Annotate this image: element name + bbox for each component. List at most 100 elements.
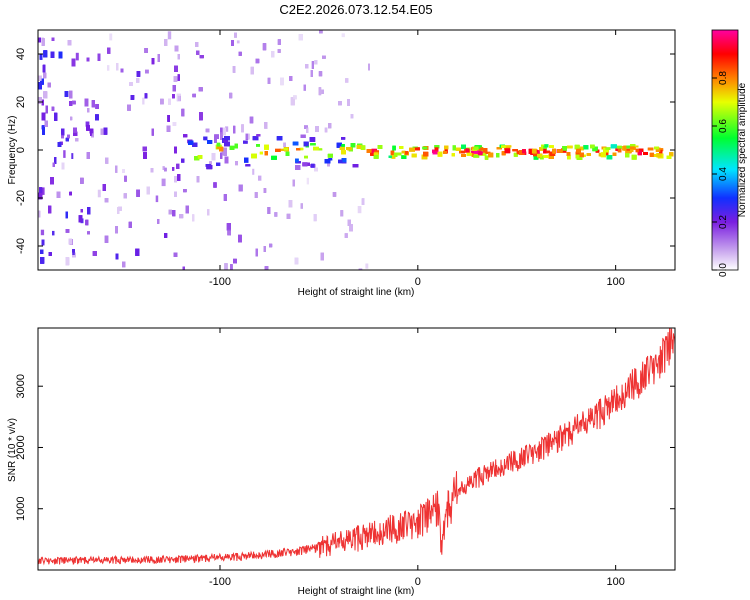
- spectrogram-cell: [401, 150, 406, 154]
- spectrogram-cell: [347, 219, 351, 226]
- spectrogram-cell: [123, 193, 127, 199]
- spectrogram-cell: [314, 60, 318, 65]
- spectrogram-cell: [344, 233, 348, 238]
- spectrogram-cell: [332, 192, 337, 197]
- spectrogram-cell: [451, 153, 455, 157]
- spectrogram-cell: [324, 127, 328, 133]
- spectrogram-cell: [174, 146, 177, 154]
- spectrogram-cell: [324, 127, 328, 133]
- spectrogram-cell: [38, 37, 41, 43]
- spectrogram-cell: [368, 63, 370, 71]
- spectrogram-cell: [172, 94, 175, 99]
- spectrogram-cell: [310, 70, 313, 77]
- spectrogram-cell: [196, 50, 200, 55]
- spectrogram-cell: [42, 127, 45, 135]
- spectrogram-cell: [324, 127, 328, 133]
- spectrogram-cell: [347, 99, 350, 106]
- spectrogram-cell: [605, 147, 611, 150]
- spectrogram-cell: [373, 152, 379, 155]
- spectrogram-cell: [319, 30, 323, 34]
- spectrogram-cell: [319, 30, 323, 34]
- spectrogram-cell: [505, 145, 512, 148]
- spectrogram-cell: [358, 268, 363, 270]
- spectrogram-cell: [461, 154, 466, 157]
- spectrogram-cell: [423, 151, 429, 157]
- spectrogram-cell: [480, 153, 487, 156]
- spectrogram-cell: [107, 47, 111, 54]
- spectrogram-cell: [56, 191, 61, 198]
- spectrogram-cell: [350, 114, 354, 119]
- spectrogram-cell: [361, 198, 365, 205]
- spectrogram-cell: [322, 55, 326, 59]
- spectrogram-cell: [303, 141, 309, 147]
- spectrogram-cell: [630, 144, 636, 147]
- spectrogram-cell: [104, 235, 109, 243]
- spectrogram-cell: [466, 152, 472, 156]
- colorbar-tick-label: 0.6: [718, 119, 729, 133]
- spectrogram-cell: [349, 224, 353, 232]
- x-tick-label: 100: [606, 276, 624, 288]
- spectrogram-cell: [151, 58, 155, 65]
- spectrogram-cell: [172, 122, 177, 126]
- spectrogram-cell: [314, 167, 318, 172]
- spectrogram-cell: [69, 191, 72, 196]
- spectrogram-cell: [421, 154, 428, 160]
- spectrogram-cell: [118, 206, 122, 211]
- spectrogram-cell: [504, 148, 511, 154]
- spectrogram-cell: [328, 123, 332, 129]
- spectrogram-cell: [656, 153, 662, 158]
- spectrogram-cell: [192, 214, 195, 222]
- spectrogram-cell: [340, 210, 344, 217]
- y-tick-label: 40: [15, 48, 27, 60]
- spectrogram-cell: [216, 142, 221, 147]
- spectrogram-cell: [174, 191, 177, 197]
- spectrogram-cell: [321, 89, 324, 94]
- spectrogram-cell: [318, 71, 323, 77]
- spectrogram-cell: [177, 54, 180, 60]
- spectrogram-cell: [349, 224, 353, 232]
- spectrogram-cell: [223, 139, 228, 143]
- spectrogram-cell: [142, 97, 145, 105]
- spectrogram-cell: [51, 37, 55, 41]
- spectrogram-cell: [332, 192, 337, 197]
- spectrogram-cell: [64, 91, 69, 97]
- spectrogram-cell: [537, 153, 543, 158]
- spectrogram-cell: [173, 76, 178, 82]
- spectrogram-cell: [592, 146, 598, 152]
- spectrogram-cell: [314, 60, 318, 65]
- spectrogram-cell: [368, 63, 370, 71]
- spectrogram-cell: [322, 55, 326, 59]
- spectrogram-cell: [391, 155, 396, 159]
- x-tick-label: 0: [415, 276, 421, 288]
- spectrogram-cell: [340, 210, 344, 217]
- spectrogram-cell: [162, 166, 165, 170]
- spectrogram-cell: [269, 243, 273, 248]
- spectrogram-cell: [344, 233, 348, 238]
- spectrogram-cell: [349, 224, 353, 232]
- spectrogram-cell: [54, 112, 58, 121]
- spectrogram-cell: [65, 211, 68, 219]
- spectrogram-cell: [350, 114, 354, 119]
- spectrogram-cell: [575, 151, 580, 155]
- spectrogram-cell: [252, 136, 259, 141]
- spectrogram-cell: [195, 42, 199, 47]
- spectrogram-cell: [315, 126, 319, 132]
- spectrogram-cell: [38, 75, 42, 81]
- spectrogram-cell: [51, 106, 55, 111]
- spectrogram-cell: [321, 89, 324, 94]
- x-tick-label: -100: [209, 276, 231, 288]
- x-tick-label: 100: [606, 576, 624, 588]
- spectrogram-cell: [216, 146, 221, 150]
- spectrogram-cell: [455, 147, 461, 151]
- spectrogram-cell: [345, 78, 349, 83]
- spectrogram-cell: [654, 146, 659, 150]
- spectrogram-cell: [313, 214, 317, 222]
- spectrogram-cell: [267, 77, 271, 84]
- spectrogram-cell: [361, 198, 365, 205]
- spectrogram-cell: [471, 150, 475, 154]
- spectrogram-cell: [197, 155, 203, 159]
- spectrogram-cell: [198, 87, 203, 92]
- colorbar-axes: 0.0 0.2 0.4 0.6 0.8: [712, 71, 729, 277]
- spectrogram-cell: [71, 58, 76, 67]
